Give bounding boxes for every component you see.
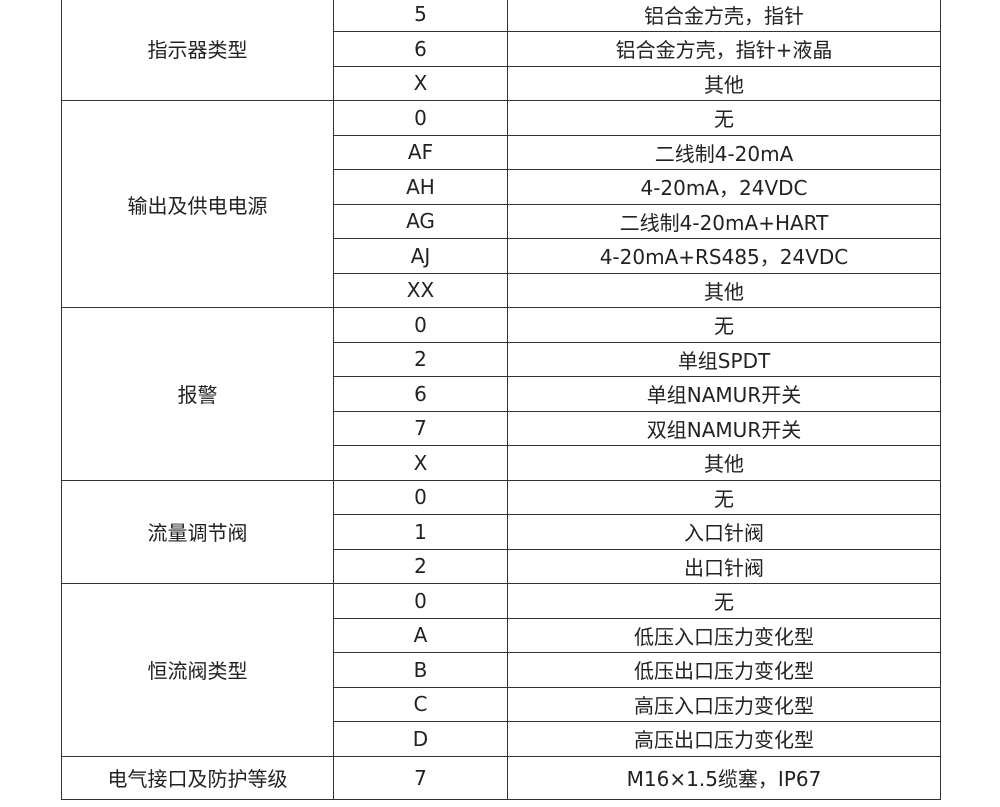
code-cell: 2 — [333, 342, 507, 377]
code-cell: 5 — [333, 0, 507, 32]
description-cell: 无 — [507, 584, 941, 619]
description-cell: 无 — [507, 480, 941, 515]
description-cell: 单组NAMUR开关 — [507, 377, 941, 412]
code-cell: 6 — [333, 32, 507, 67]
code-cell: 0 — [333, 584, 507, 619]
code-cell: 0 — [333, 480, 507, 515]
group-label: 电气接口及防护等级 — [61, 756, 333, 800]
code-cell: 7 — [333, 411, 507, 446]
code-cell: 7 — [333, 756, 507, 800]
description-cell: 出口针阀 — [507, 549, 941, 584]
code-cell: D — [333, 722, 507, 757]
description-cell: 二线制4-20mA+HART — [507, 204, 941, 239]
description-cell: 4-20mA，24VDC — [507, 170, 941, 205]
code-cell: 6 — [333, 377, 507, 412]
description-cell: 铝合金方壳，指针 — [507, 0, 941, 32]
code-cell: 0 — [333, 308, 507, 343]
description-cell: 入口针阀 — [507, 515, 941, 550]
description-cell: 无 — [507, 308, 941, 343]
description-cell: 铝合金方壳，指针+液晶 — [507, 32, 941, 67]
description-cell: 其他 — [507, 273, 941, 308]
code-cell: B — [333, 653, 507, 688]
code-cell: A — [333, 618, 507, 653]
code-cell: C — [333, 687, 507, 722]
code-cell: 1 — [333, 515, 507, 550]
code-cell: AG — [333, 204, 507, 239]
description-cell: 4-20mA+RS485，24VDC — [507, 239, 941, 274]
code-cell: XX — [333, 273, 507, 308]
description-cell: M16×1.5缆塞，IP67 — [507, 756, 941, 800]
description-cell: 无 — [507, 101, 941, 136]
code-cell: 2 — [333, 549, 507, 584]
description-cell: 单组SPDT — [507, 342, 941, 377]
description-cell: 高压入口压力变化型 — [507, 687, 941, 722]
description-cell: 双组NAMUR开关 — [507, 411, 941, 446]
group-label: 指示器类型 — [61, 0, 333, 101]
description-cell: 低压入口压力变化型 — [507, 618, 941, 653]
description-cell: 高压出口压力变化型 — [507, 722, 941, 757]
code-cell: AF — [333, 135, 507, 170]
description-cell: 其他 — [507, 446, 941, 481]
code-cell: AH — [333, 170, 507, 205]
group-label: 输出及供电电源 — [61, 101, 333, 308]
code-cell: X — [333, 66, 507, 101]
description-cell: 低压出口压力变化型 — [507, 653, 941, 688]
code-cell: X — [333, 446, 507, 481]
code-cell: 0 — [333, 101, 507, 136]
description-cell: 其他 — [507, 66, 941, 101]
description-cell: 二线制4-20mA — [507, 135, 941, 170]
group-label: 流量调节阀 — [61, 480, 333, 584]
code-cell: AJ — [333, 239, 507, 274]
group-label: 恒流阀类型 — [61, 584, 333, 757]
group-label: 报警 — [61, 308, 333, 481]
